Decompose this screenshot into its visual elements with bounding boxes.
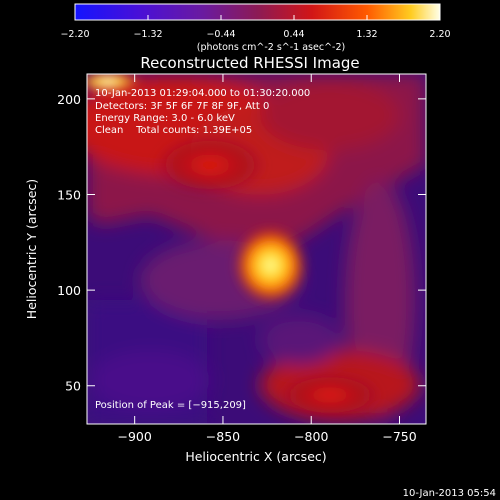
colorbar-tick-label: 0.44 <box>283 29 304 40</box>
x-tick-label: −750 <box>382 429 416 444</box>
colorbar-tick-label: −1.32 <box>133 29 162 40</box>
y-tick-label: 200 <box>57 92 81 107</box>
annotation-energy-range: Energy Range: 3.0 - 6.0 keV <box>95 113 235 124</box>
y-tick-label: 100 <box>57 283 81 298</box>
annotation-total-counts: Clean Total counts: 1.39E+05 <box>95 125 252 136</box>
y-axis-label: Heliocentric Y (arcsec) <box>24 179 39 319</box>
colorbar-tick-label: 2.20 <box>429 29 450 40</box>
y-tick-label: 150 <box>57 187 81 202</box>
annotation-time-range: 10-Jan-2013 01:29:04.000 to 01:30:20.000 <box>95 88 310 99</box>
heatmap-image <box>87 74 426 424</box>
x-tick-label: −800 <box>294 429 328 444</box>
chart-title: Reconstructed RHESSI Image <box>140 54 359 72</box>
footer-timestamp: 10-Jan-2013 05:54 <box>403 488 496 499</box>
y-tick-label: 50 <box>65 379 81 394</box>
x-tick-label: −850 <box>206 429 240 444</box>
x-axis-ticks: −900 −850 −800 −750 <box>118 74 417 444</box>
peak-position-label: Position of Peak = [−915,209] <box>95 400 246 411</box>
hard-x-ray-source <box>232 225 309 306</box>
y-axis-ticks: 50 100 150 200 <box>57 92 426 394</box>
colorbar-ticks: −2.20 −1.32 −0.44 0.44 1.32 2.20 <box>60 15 451 40</box>
colorbar: −2.20 −1.32 −0.44 0.44 1.32 2.20 (photons cm^… <box>60 3 451 53</box>
colorbar-tick-label: −2.20 <box>60 29 89 40</box>
x-tick-label: −900 <box>118 429 152 444</box>
peak-source <box>87 74 143 94</box>
plot-frame <box>86 73 427 425</box>
colorbar-unit-label: (photons cm^-2 s^-1 asec^-2) <box>197 42 345 53</box>
colorbar-gradient <box>74 3 441 21</box>
x-axis-label: Heliocentric X (arcsec) <box>185 449 326 464</box>
annotation-block: 10-Jan-2013 01:29:04.000 to 01:30:20.000… <box>95 88 310 136</box>
annotation-detectors: Detectors: 3F 5F 6F 7F 8F 9F, Att 0 <box>95 101 269 112</box>
colorbar-tick-label: 1.32 <box>356 29 377 40</box>
colorbar-tick-label: −0.44 <box>206 29 235 40</box>
